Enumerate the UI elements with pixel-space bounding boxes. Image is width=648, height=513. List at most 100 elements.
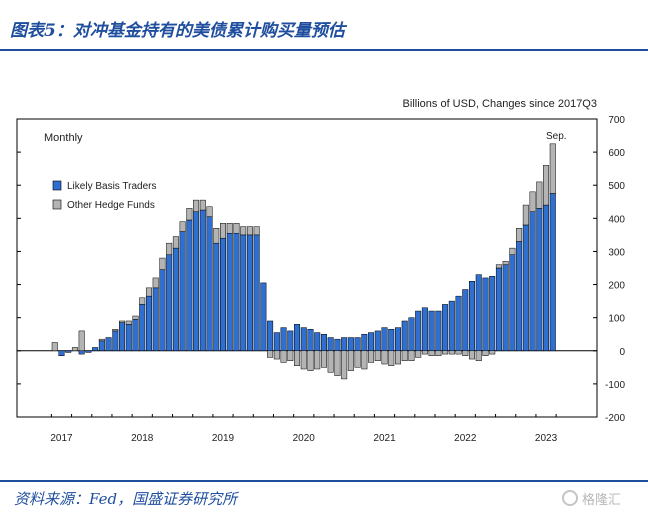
bar-likely-basis	[388, 329, 395, 352]
bar-other-hedge	[307, 350, 314, 371]
bar-likely-basis	[280, 327, 287, 352]
y-tick-label: 700	[608, 115, 625, 126]
bar-other-hedge	[502, 261, 509, 265]
chart-container: -200 -100 0 100 200 300 400 500 600 700 2017 2018 20…	[0, 52, 648, 476]
bar-likely-basis	[152, 287, 159, 352]
bar-other-hedge	[469, 350, 476, 360]
bar-other-hedge	[273, 350, 280, 360]
bar-other-hedge	[347, 350, 354, 371]
legend-label-other-hedge: Other Hedge Funds	[67, 200, 155, 211]
y-tick-label: 300	[608, 247, 625, 258]
y-tick-label: 100	[608, 314, 625, 325]
bar-likely-basis	[401, 320, 408, 352]
bar-likely-basis	[455, 295, 462, 352]
bar-other-hedge	[327, 350, 334, 373]
bar-other-hedge	[280, 350, 287, 363]
bar-likely-basis	[206, 216, 213, 352]
bar-likely-basis	[361, 333, 368, 352]
bar-other-hedge	[334, 350, 341, 376]
bar-other-hedge	[166, 242, 173, 256]
bar-likely-basis	[92, 347, 99, 352]
bar-likely-basis	[112, 330, 119, 352]
bar-other-hedge	[246, 226, 253, 236]
bar-other-hedge	[361, 350, 368, 370]
bar-likely-basis	[78, 350, 85, 355]
bar-likely-basis	[469, 280, 476, 352]
bar-other-hedge	[408, 350, 415, 361]
bar-likely-basis	[226, 232, 233, 352]
bar-likely-basis	[334, 338, 341, 352]
frequency-label: Monthly	[44, 132, 83, 144]
y-tick-label: 0	[619, 347, 625, 358]
bar-other-hedge	[314, 350, 321, 370]
bar-other-hedge	[536, 181, 543, 209]
bar-other-hedge	[374, 350, 381, 361]
bar-other-hedge	[112, 329, 119, 332]
bar-other-hedge	[381, 350, 388, 365]
bar-other-hedge	[475, 350, 482, 361]
unit-note: Billions of USD, Changes since 2017Q3	[403, 98, 597, 110]
bar-likely-basis	[65, 350, 72, 353]
bar-likely-basis	[368, 332, 375, 352]
y-tick-label: 500	[608, 181, 625, 192]
bar-other-hedge	[267, 350, 274, 358]
bar-likely-basis	[139, 304, 146, 352]
bar-likely-basis	[132, 319, 139, 352]
watermark-text: 格隆汇	[582, 492, 622, 508]
bar-other-hedge	[294, 350, 301, 366]
bar-likely-basis	[341, 337, 348, 352]
bar-other-hedge	[179, 221, 186, 232]
source-note: 资料来源：Fed，国盛证券研究所	[14, 490, 238, 508]
bar-other-hedge	[240, 226, 247, 236]
bar-likely-basis	[435, 310, 442, 352]
x-tick-label: 2022	[454, 433, 477, 444]
bar-likely-basis	[536, 208, 543, 352]
bar-likely-basis	[415, 310, 422, 352]
legend: Likely Basis Traders Other Hedge Funds	[52, 180, 156, 211]
y-tick-label: 600	[608, 148, 625, 159]
bar-other-hedge	[119, 320, 126, 323]
stacked-bar-chart: -200 -100 0 100 200 300 400 500 600 700 2017 2018 20…	[16, 98, 625, 444]
bar-other-hedge	[368, 350, 375, 363]
bar-likely-basis	[347, 337, 354, 352]
bar-other-hedge	[442, 350, 449, 355]
bar-likely-basis	[320, 333, 327, 352]
bar-other-hedge	[388, 350, 395, 366]
bar-likely-basis	[489, 276, 496, 352]
bar-other-hedge	[152, 277, 159, 289]
bar-other-hedge	[71, 347, 78, 352]
bar-other-hedge	[139, 297, 146, 305]
bar-other-hedge	[226, 223, 233, 234]
bar-other-hedge	[125, 320, 132, 325]
watermark: 格隆汇	[562, 487, 621, 509]
bar-other-hedge	[529, 191, 536, 212]
bar-other-hedge	[543, 165, 550, 206]
bar-likely-basis	[354, 337, 361, 352]
bar-likely-basis	[253, 234, 260, 352]
bar-likely-basis	[125, 324, 132, 352]
y-tick-label: -200	[605, 413, 625, 424]
bar-other-hedge	[341, 350, 348, 380]
bar-likely-basis	[509, 254, 516, 352]
bar-likely-basis	[213, 242, 220, 352]
bar-likely-basis	[240, 234, 247, 352]
bar-other-hedge	[495, 264, 502, 269]
bar-other-hedge	[193, 199, 200, 212]
bar-likely-basis	[179, 231, 186, 352]
bar-likely-basis	[220, 237, 226, 352]
bar-likely-basis	[85, 350, 92, 353]
legend-label-likely-basis: Likely Basis Traders	[67, 181, 156, 192]
title-rule	[0, 49, 648, 51]
bar-likely-basis	[199, 209, 206, 352]
watermark-logo-icon	[562, 490, 578, 506]
x-tick-label: 2021	[373, 433, 396, 444]
bar-other-hedge	[253, 226, 260, 236]
bar-likely-basis	[394, 327, 401, 352]
bar-likely-basis	[327, 337, 334, 352]
figure-title: 图表5：对冲基金持有的美债累计购买量预估	[10, 21, 345, 41]
bar-likely-basis	[193, 211, 200, 352]
y-tick-label: 200	[608, 281, 625, 292]
bar-likely-basis	[448, 300, 455, 352]
x-tick-label: 2018	[131, 433, 154, 444]
bar-likely-basis	[246, 234, 253, 352]
